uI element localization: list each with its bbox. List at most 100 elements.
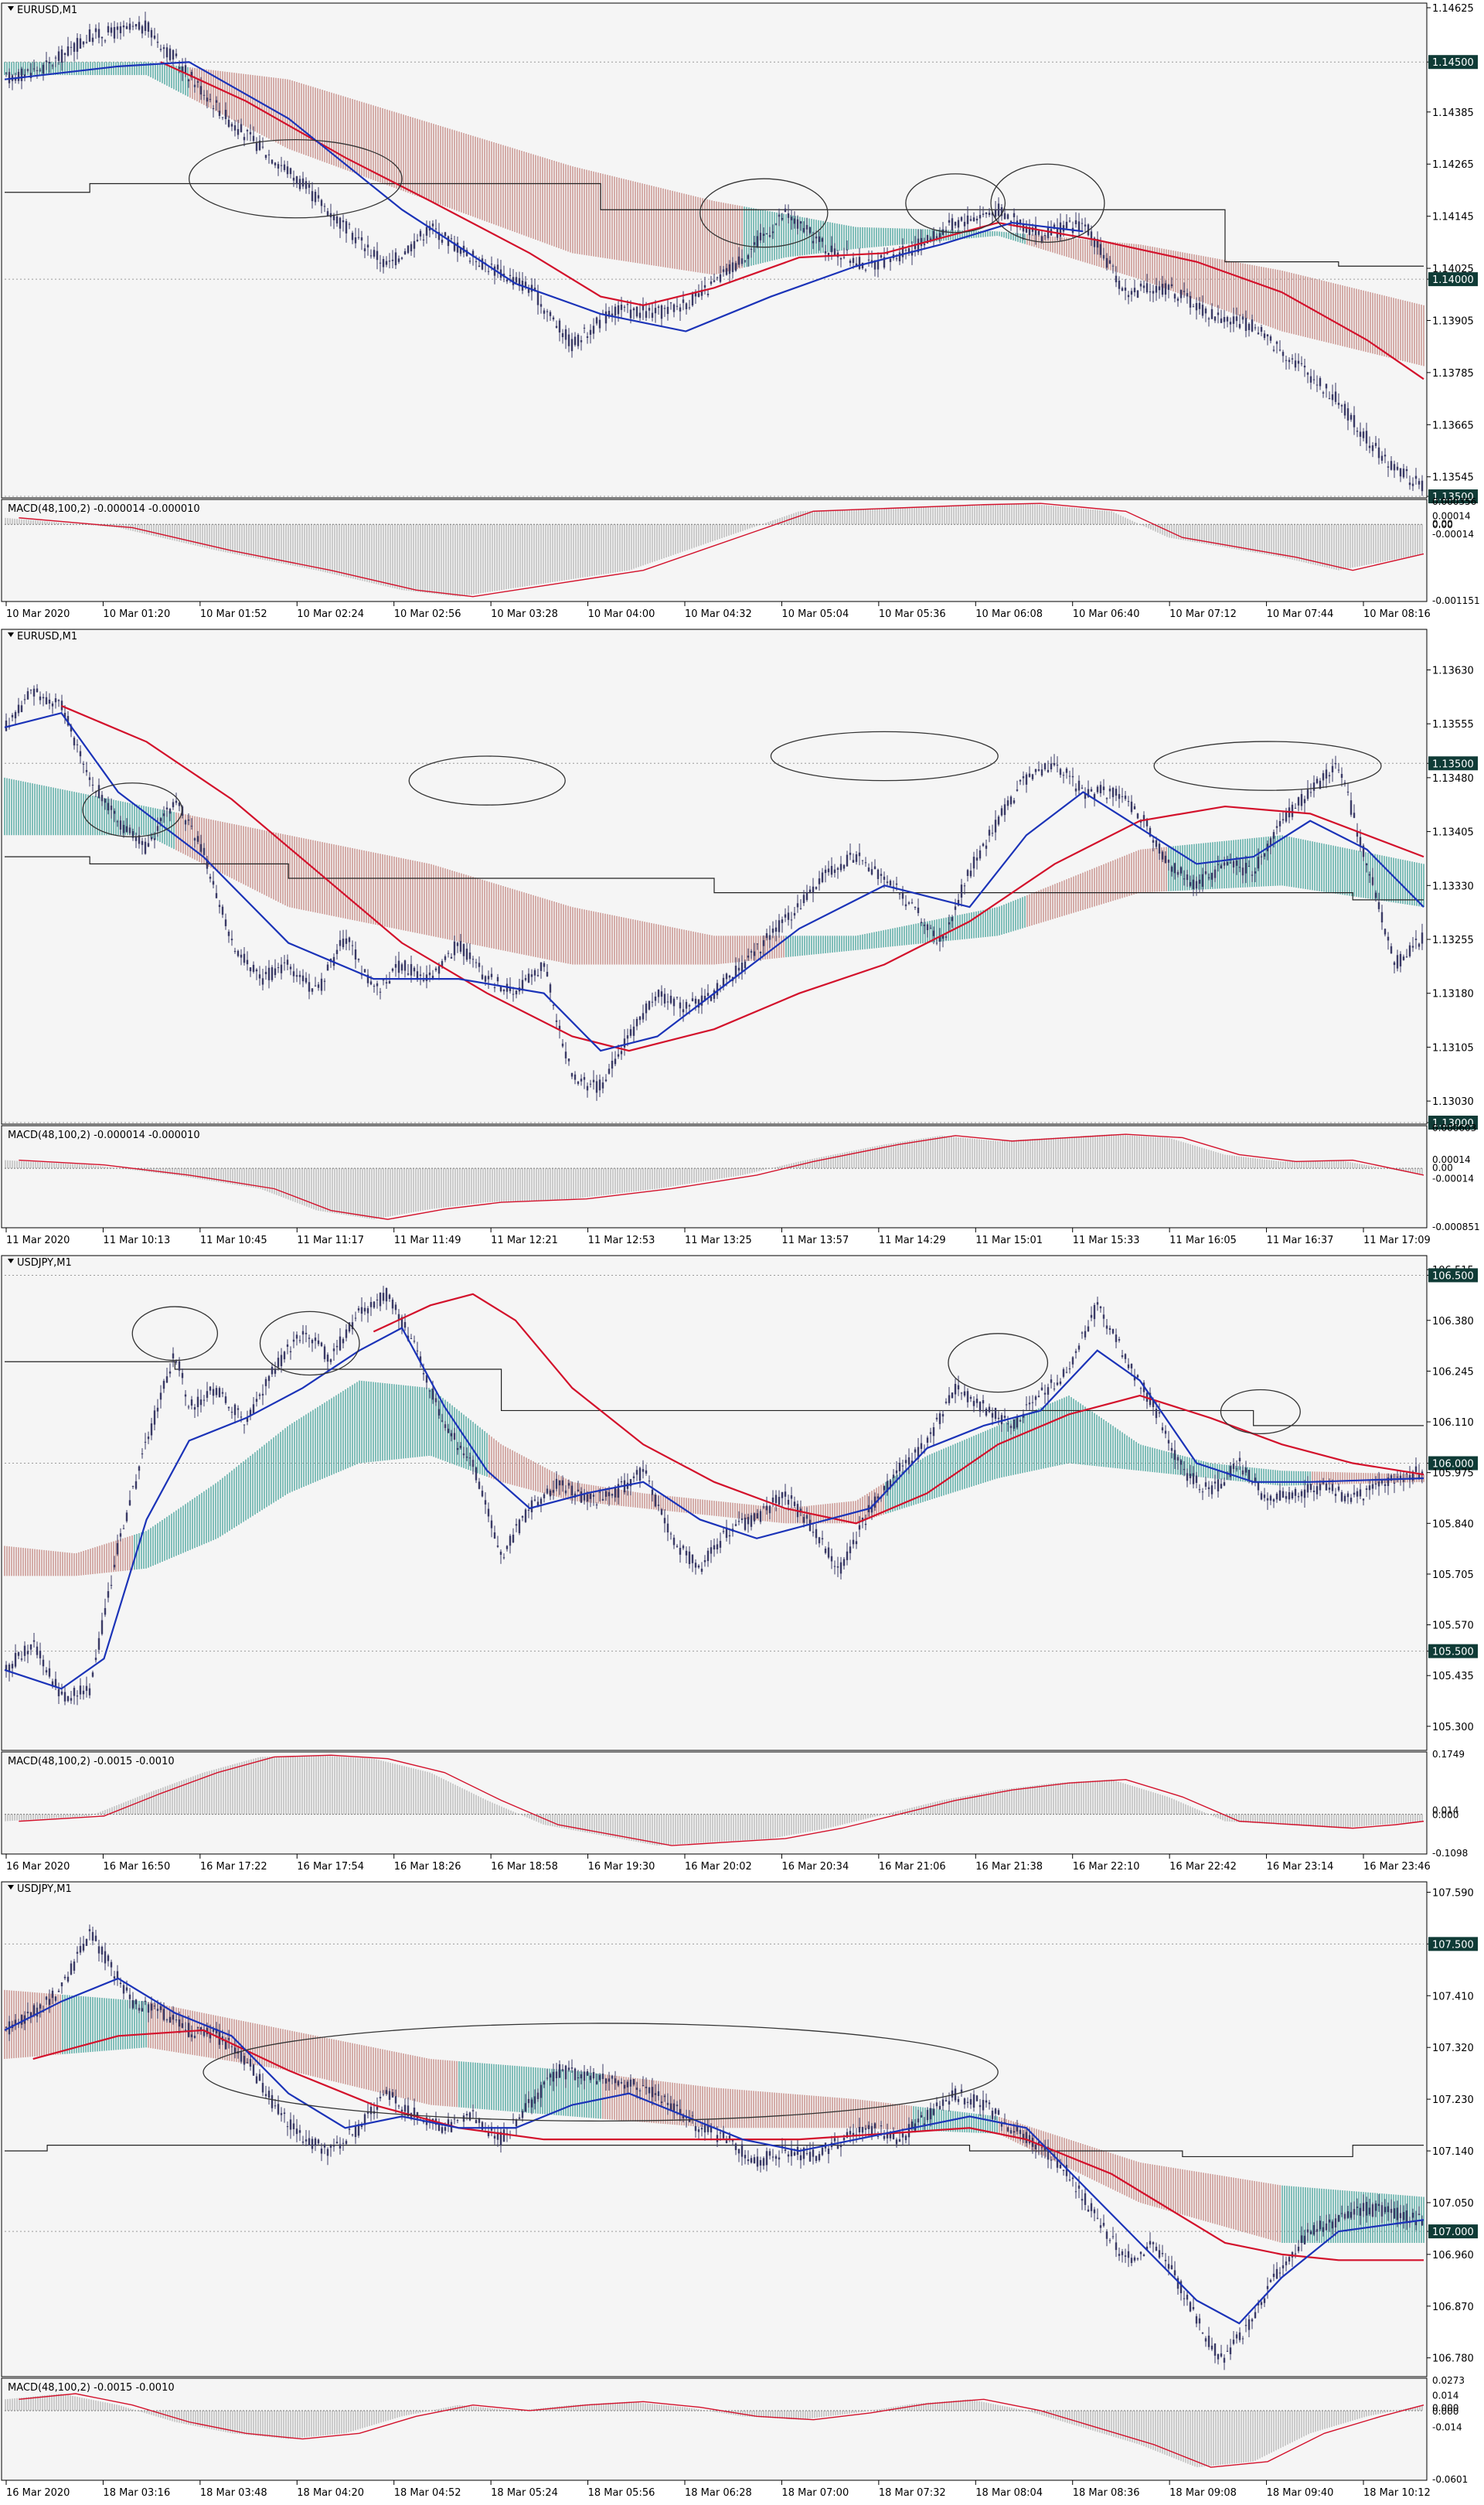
candle-body <box>549 984 552 993</box>
candle-body <box>1377 901 1380 909</box>
candle-body <box>1210 308 1213 319</box>
candle-body <box>1059 222 1062 237</box>
candle-body <box>784 914 787 918</box>
x-tick-label: 10 Mar 06:08 <box>975 608 1043 620</box>
price-level-label: 1.13500 <box>1432 492 1474 503</box>
x-tick-label: 10 Mar 02:24 <box>297 608 364 620</box>
candle-body <box>326 211 329 216</box>
candle-body <box>237 950 240 956</box>
candle-body <box>867 259 870 261</box>
candle-body <box>373 986 376 987</box>
macd-plot-frame <box>1 1751 1428 1855</box>
candle-body <box>855 263 858 268</box>
candle-body <box>660 991 663 997</box>
candle-body <box>289 168 292 175</box>
candle-body <box>642 305 645 311</box>
candle-body <box>846 854 849 867</box>
candle-body <box>1288 360 1291 363</box>
candle-body <box>595 1081 598 1093</box>
macd-tick-label: 0.000603 <box>1432 1123 1476 1133</box>
candle-body <box>1047 769 1050 772</box>
candle-body <box>475 261 478 263</box>
candle-body <box>1396 955 1399 969</box>
candle-body <box>1121 288 1124 291</box>
candle-body <box>1059 769 1062 775</box>
dropdown-icon[interactable] <box>8 632 14 637</box>
candle-body <box>703 285 706 288</box>
candle-body <box>379 262 382 264</box>
candle-body <box>125 26 128 29</box>
candle-body <box>320 199 323 206</box>
candle-body <box>611 313 614 317</box>
candle-body <box>1294 807 1297 809</box>
candle-body <box>1127 295 1130 298</box>
candle-body <box>945 230 948 232</box>
candle-body <box>1152 291 1155 294</box>
dropdown-icon[interactable] <box>8 6 14 11</box>
candle-body <box>326 964 329 971</box>
candle-body <box>1077 221 1081 230</box>
candle-body <box>286 166 289 175</box>
candle-body <box>280 165 283 166</box>
candle-body <box>1124 288 1127 291</box>
candle-body <box>29 73 32 79</box>
candle-body <box>1408 945 1411 956</box>
candle-body <box>212 881 215 885</box>
candle-body <box>73 43 76 52</box>
candle-body <box>366 244 369 248</box>
candle-body <box>342 220 345 223</box>
candle-body <box>456 242 459 253</box>
candle-body <box>292 971 295 976</box>
candle-body <box>264 972 267 975</box>
candle-body <box>552 317 555 320</box>
x-tick-label: 10 Mar 06:40 <box>1073 608 1140 620</box>
candle-body <box>982 213 985 215</box>
candle-body <box>1050 763 1053 770</box>
candle-body <box>1337 769 1340 771</box>
y-tick-label: 1.13030 <box>1432 1096 1474 1108</box>
candle-body <box>574 336 577 346</box>
macd-histogram <box>5 503 1423 597</box>
candle-body <box>567 1058 570 1062</box>
y-tick-label: 1.13480 <box>1432 773 1474 785</box>
candle-body <box>1266 334 1269 337</box>
candle-body <box>1229 322 1232 325</box>
candle-body <box>1204 308 1207 314</box>
candle-body <box>873 260 876 270</box>
candle-body <box>543 963 546 967</box>
candle-body <box>1272 349 1275 351</box>
candle-body <box>778 214 781 217</box>
candle-body <box>876 869 880 879</box>
candle-body <box>966 215 969 224</box>
candle-body <box>948 220 951 223</box>
candle-body <box>938 233 941 239</box>
candle-body <box>728 975 731 978</box>
candle-body <box>969 219 972 221</box>
candle-body <box>524 978 527 980</box>
candle-body <box>1074 220 1077 224</box>
candle-body <box>577 335 580 346</box>
candle-body <box>487 271 490 272</box>
y-tick-label: 1.13665 <box>1432 420 1474 431</box>
candle-body <box>295 176 298 185</box>
macd-tick-label: -0.001151 <box>1432 595 1480 606</box>
candle-body <box>660 305 663 319</box>
candle-body <box>960 884 963 898</box>
price-level-label: 1.14000 <box>1432 274 1474 286</box>
annotation-circle <box>189 138 403 219</box>
candle-body <box>345 938 348 944</box>
candle-body <box>830 245 833 253</box>
candle-body <box>199 86 203 95</box>
candle-body <box>54 698 57 703</box>
candle-body <box>725 268 728 275</box>
candle-body <box>323 980 326 982</box>
candle-body <box>1340 774 1343 779</box>
candle-body <box>1405 956 1408 958</box>
candle-body <box>243 953 246 963</box>
candlesticks <box>5 12 1424 496</box>
candle-body <box>1093 237 1096 247</box>
candle-body <box>289 966 292 970</box>
candle-body <box>339 217 342 229</box>
candle-body <box>985 212 988 214</box>
candle-body <box>1285 812 1288 822</box>
